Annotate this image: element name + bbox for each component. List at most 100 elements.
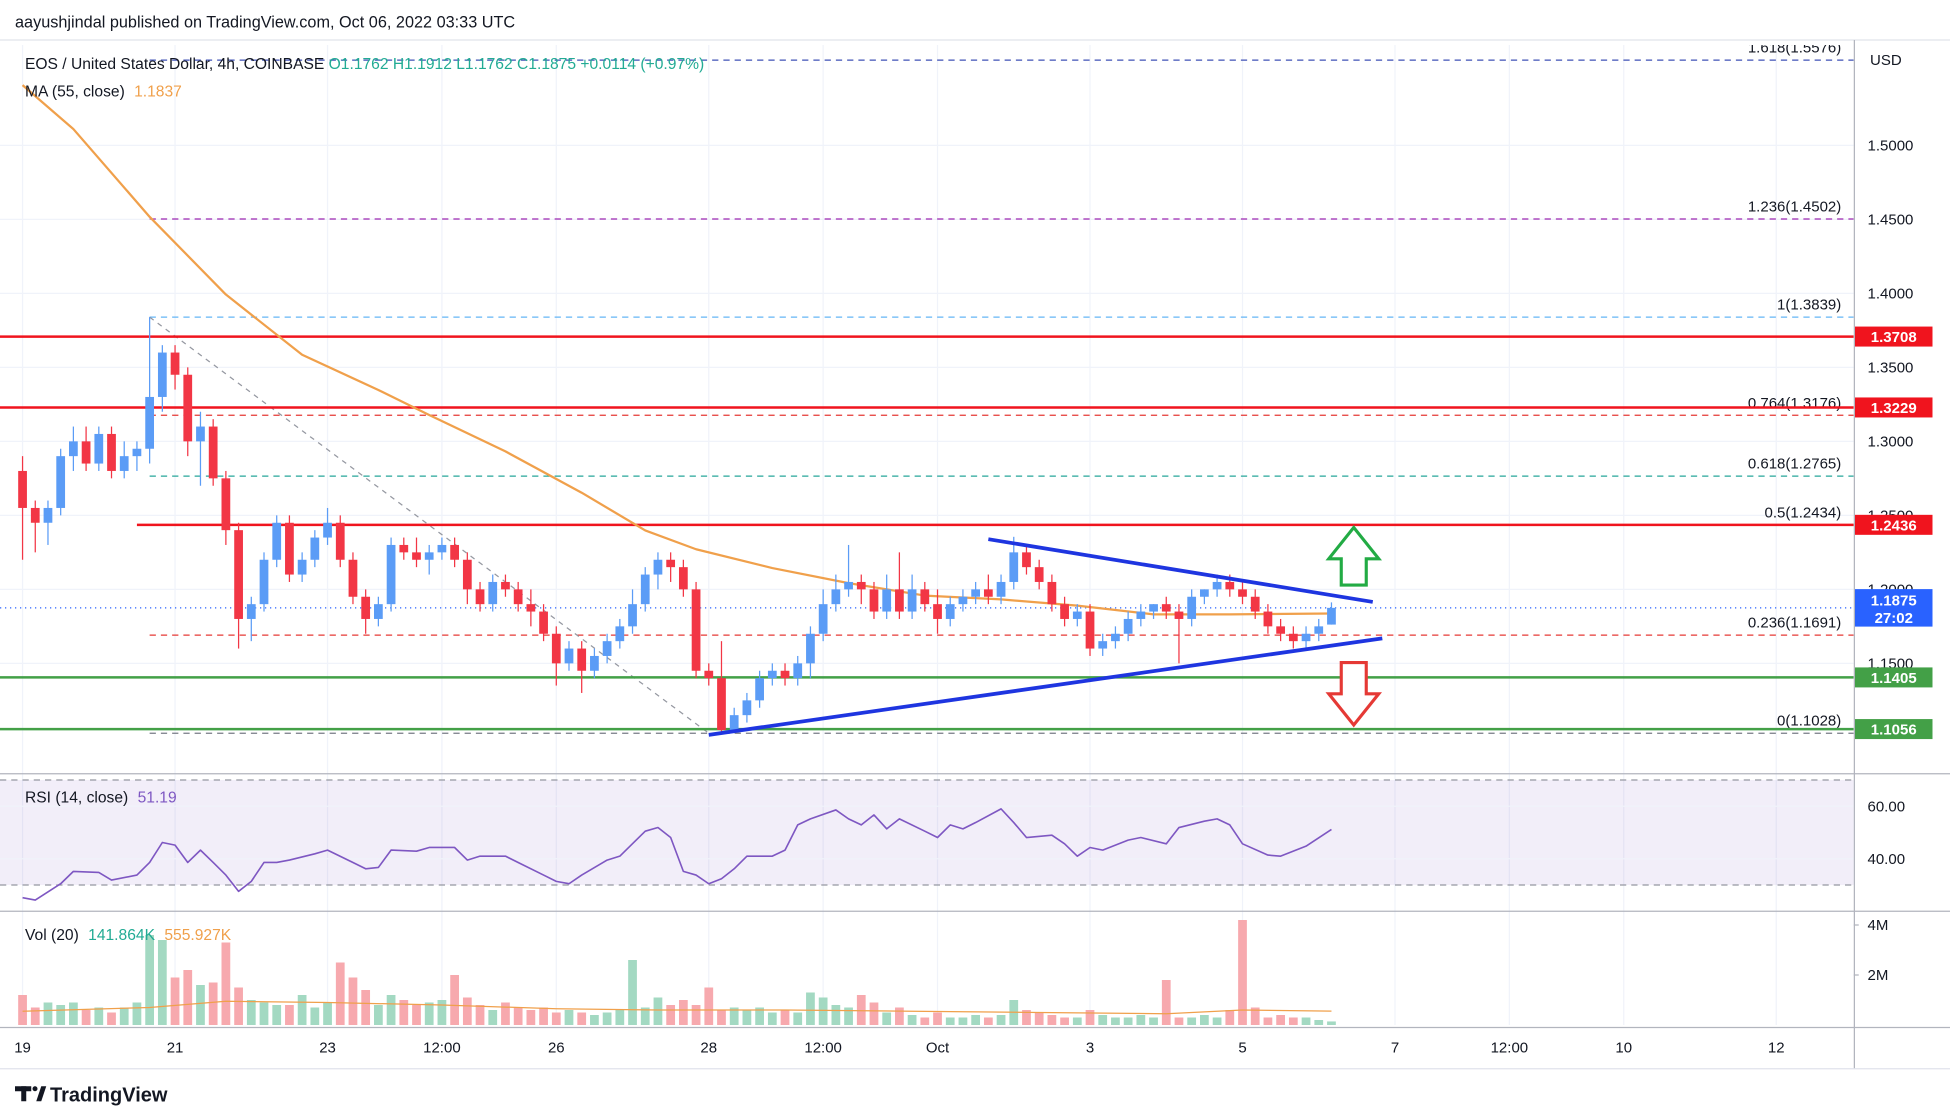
trend-line xyxy=(988,537,1374,604)
candle-body xyxy=(1327,607,1336,625)
fib-label: 0.5(1.2434) xyxy=(1765,505,1842,522)
volume-bar xyxy=(259,1002,269,1025)
y-tick-label: 40.00 xyxy=(1868,851,1906,868)
candle-body xyxy=(767,670,777,679)
volume-bar xyxy=(170,977,180,1025)
candle-body xyxy=(56,456,66,508)
publisher-line: aayushjindal published on TradingView.co… xyxy=(15,14,515,32)
candle-body xyxy=(221,478,231,531)
logo-part xyxy=(21,1086,27,1102)
volume-bar xyxy=(1288,1017,1298,1025)
candle-body xyxy=(1161,604,1171,612)
y-tick-label: 4M xyxy=(1868,917,1889,934)
candle-body xyxy=(412,552,421,560)
x-tick-label: 5 xyxy=(1238,1040,1246,1057)
candle-body xyxy=(373,604,383,619)
candle-body xyxy=(831,589,841,605)
volume-bar xyxy=(526,1010,536,1025)
trend-line xyxy=(708,636,1383,737)
candle-body xyxy=(513,589,523,605)
volume-bar xyxy=(412,1005,421,1025)
volume-bar xyxy=(462,997,472,1025)
ohlc-low: L1.1762 xyxy=(456,56,512,73)
volume-bar xyxy=(208,982,218,1025)
candle-body xyxy=(1136,611,1146,619)
candle-body xyxy=(793,663,803,679)
candle-body xyxy=(666,559,676,568)
volume-bar xyxy=(640,1007,650,1025)
volume-bar xyxy=(628,960,637,1025)
candle-body xyxy=(132,448,142,457)
volume-bar xyxy=(1276,1015,1286,1025)
volume-bar xyxy=(1047,1015,1057,1025)
volume-bar xyxy=(564,1010,574,1025)
candle-body xyxy=(1250,596,1260,612)
candle-body xyxy=(1034,567,1044,582)
ohlc-close: C1.1875 xyxy=(517,56,576,73)
axis-background xyxy=(1855,41,1950,1069)
candle-body xyxy=(30,507,40,523)
level-box xyxy=(1855,397,1933,418)
candle-body xyxy=(869,589,879,612)
candle-body xyxy=(475,589,485,605)
candle-body xyxy=(945,604,955,619)
volume-bar xyxy=(983,1017,993,1025)
candle-body xyxy=(717,678,726,730)
volume-bar xyxy=(666,1005,676,1025)
ma-value: 1.1837 xyxy=(134,83,182,100)
level-box xyxy=(1855,514,1933,535)
volume-bar xyxy=(183,970,193,1025)
candle-body xyxy=(208,426,218,479)
candle-body xyxy=(1085,611,1095,649)
candle-body xyxy=(297,559,307,575)
symbol-title: EOS / United States Dollar, 4h, COINBASE xyxy=(25,56,324,73)
volume-bar xyxy=(246,1000,256,1025)
volume-bar xyxy=(577,1012,587,1025)
volume-bar xyxy=(107,1012,116,1025)
volume-bar xyxy=(18,995,27,1025)
brand-name: TradingView xyxy=(50,1084,168,1106)
candle-body xyxy=(602,641,612,656)
x-tick-label: 12 xyxy=(1768,1040,1785,1057)
candle-body xyxy=(348,559,358,597)
candle-body xyxy=(183,374,193,442)
x-tick-label: 12:00 xyxy=(1491,1040,1529,1057)
price-axis: 1.15001.20001.25001.30001.35001.40001.45… xyxy=(1853,41,1950,1069)
volume-bar xyxy=(1022,1010,1031,1025)
fib-label: 0(1.1028) xyxy=(1777,713,1841,730)
volume-ma-value: 555.927K xyxy=(164,927,231,944)
volume-bar xyxy=(602,1012,612,1025)
candle-body xyxy=(272,522,282,560)
candle-body xyxy=(971,589,981,597)
volume-bar xyxy=(755,1007,764,1025)
candle-body xyxy=(1149,604,1158,612)
brand-logo: TradingView xyxy=(15,1084,168,1106)
volume-bar xyxy=(94,1007,104,1025)
volume-bar xyxy=(856,995,866,1025)
volume-bar xyxy=(1314,1020,1324,1025)
volume-bar xyxy=(996,1015,1006,1025)
x-tick-label: 3 xyxy=(1086,1040,1094,1057)
candle-body xyxy=(1098,641,1108,649)
volume-ma-line xyxy=(22,1000,1332,1015)
candle-body xyxy=(1263,611,1273,627)
candle-body xyxy=(678,567,688,590)
volume-bar xyxy=(1060,1017,1069,1025)
candle-body xyxy=(755,678,764,701)
volume-bar xyxy=(1187,1017,1197,1025)
volume-bar xyxy=(297,995,307,1025)
candle-body xyxy=(386,544,396,605)
volume-bar xyxy=(424,1002,434,1025)
volume-bar xyxy=(1098,1015,1108,1025)
volume-bar xyxy=(1225,1010,1235,1025)
volume-bar xyxy=(1238,920,1247,1025)
volume-bar xyxy=(1301,1017,1311,1025)
candle-body xyxy=(1238,589,1247,597)
volume-bar xyxy=(30,1007,40,1025)
volume-bar xyxy=(907,1015,917,1025)
y-tick-label: 2M xyxy=(1868,967,1889,984)
level-label: 1.1056 xyxy=(1871,722,1917,739)
candle-body xyxy=(907,589,917,612)
